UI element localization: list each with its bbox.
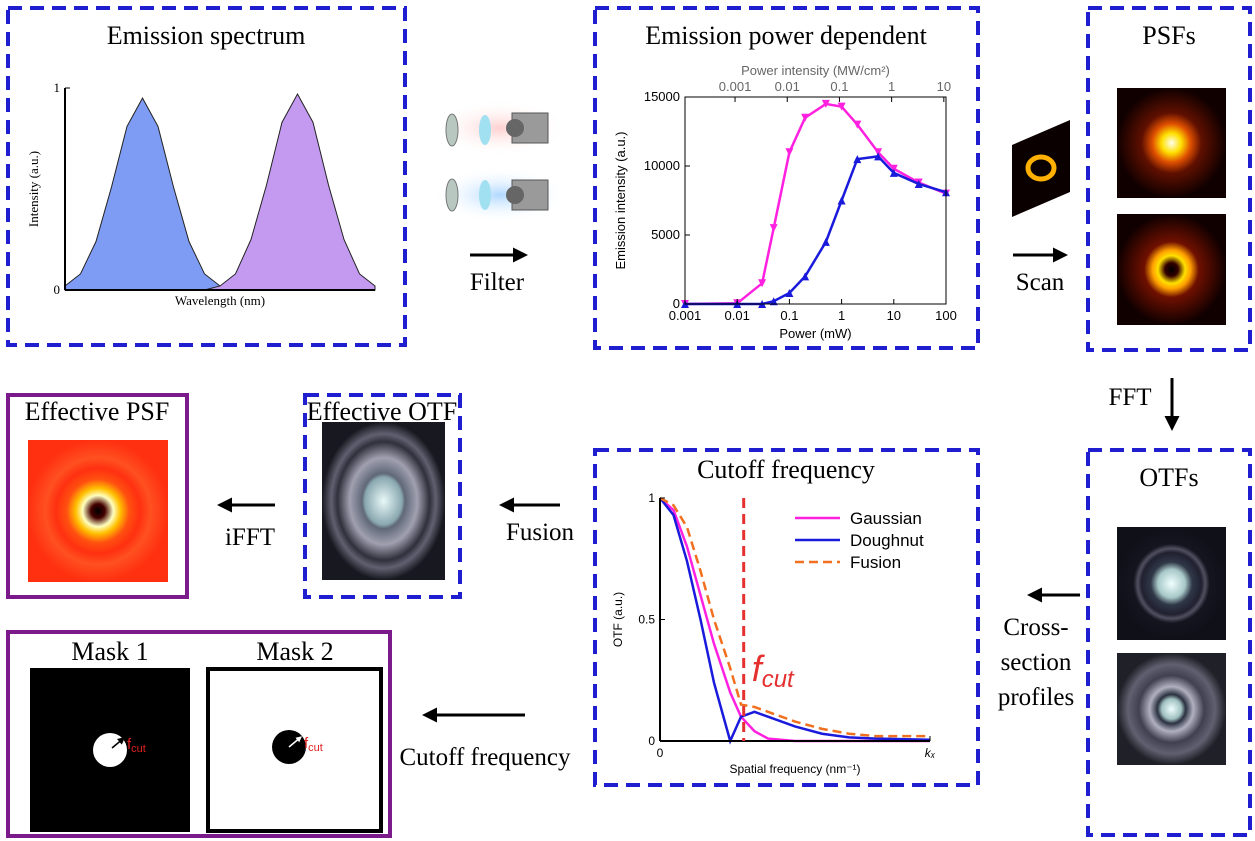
otf-doughnut	[1117, 653, 1226, 765]
subscript: cut	[308, 742, 323, 754]
panel-title: PSFs	[1142, 21, 1196, 50]
otfs-frame	[1088, 450, 1250, 835]
power-frame	[595, 8, 978, 348]
chart: 0 0.5 1 0 kₓ Spatial frequency (nm⁻¹) OTF (a.u…	[611, 491, 936, 776]
figure: Emission spectrum Emission power depende…	[0, 0, 1255, 841]
filter-icon	[432, 100, 568, 223]
plot-frame	[685, 97, 946, 304]
x-tick-label: 0	[657, 746, 664, 760]
y-tick-label: 1	[54, 80, 61, 95]
chart: 0 1 Wavelength (nm) Intensity (a.u.)	[26, 80, 375, 308]
panel-title: Cutoff frequency	[697, 455, 875, 484]
panel-title: Emission power dependent	[645, 21, 927, 50]
x2-tick-label: 0.001	[719, 79, 752, 94]
panel-title: Mask 1	[71, 637, 148, 666]
step-label: Filter	[470, 269, 525, 296]
y-tick-label: 0	[54, 282, 61, 297]
scan-plane	[1012, 120, 1070, 217]
panel-title: OTFs	[1139, 463, 1198, 492]
panel-title: Emission spectrum	[107, 21, 306, 50]
step-label: Fusion	[506, 519, 575, 546]
otf-gaussian	[1117, 527, 1226, 640]
y-tick-label: 0.5	[638, 613, 655, 627]
step-label: Scan	[1016, 269, 1065, 296]
x2-tick-label: 0.01	[775, 79, 800, 94]
psf-gaussian	[1117, 88, 1226, 198]
x-tick-label: 1	[838, 308, 845, 323]
x-tick-label: 0.001	[669, 308, 702, 323]
line	[685, 156, 946, 304]
x-tick-label: 0.1	[780, 308, 798, 323]
panel-title: Effective PSF	[25, 397, 170, 426]
y-tick-label: 5000	[651, 227, 680, 242]
panel-title: Mask 2	[256, 637, 333, 666]
titles: Emission spectrum Emission power depende…	[25, 21, 1199, 666]
marker	[822, 238, 830, 246]
x-tick-label: kₓ	[925, 746, 936, 760]
x-axis-label: Power (mW)	[779, 326, 851, 341]
step-label: FFT	[1108, 384, 1151, 411]
y-axis-label: Emission intensity (a.u.)	[613, 132, 628, 270]
marker	[770, 224, 778, 232]
x2-tick-label: 10	[937, 79, 951, 94]
x-tick-label: 100	[935, 308, 957, 323]
x2-axis-label: Power intensity (MW/cm²)	[741, 63, 890, 78]
psf-doughnut	[1117, 214, 1226, 325]
y-tick-label: 15000	[644, 89, 680, 104]
legend-label: Gaussian	[850, 509, 922, 528]
y-axis-label: OTF (a.u.)	[611, 592, 625, 647]
mask1-circle	[93, 733, 127, 767]
y-tick-label: 1	[648, 491, 655, 505]
subscript: cut	[131, 743, 146, 755]
x2-tick-label: 1	[888, 79, 895, 94]
step-label: Cross-	[1003, 614, 1068, 641]
panel-title: Effective OTF	[307, 397, 457, 426]
step-label: iFFT	[225, 524, 275, 551]
step-label: Cutoff frequency	[399, 744, 571, 771]
y-axis-label: Intensity (a.u.)	[26, 151, 41, 227]
x-tick-label: 10	[887, 308, 901, 323]
step-label: section	[1001, 649, 1072, 676]
marker	[838, 197, 846, 205]
effective-otf-image	[322, 422, 445, 580]
marker	[801, 114, 809, 122]
y-tick-label: 10000	[644, 158, 680, 173]
legend-label: Doughnut	[850, 531, 924, 550]
step-label: profiles	[998, 684, 1074, 711]
x2-tick-label: 0.1	[830, 79, 848, 94]
x-axis-label: Wavelength (nm)	[175, 293, 265, 308]
legend-label: Fusion	[850, 553, 901, 572]
subscript: cut	[762, 666, 795, 693]
cutoff-annotation: fcut	[752, 648, 795, 693]
effective-psf-image	[28, 440, 168, 582]
marker	[785, 148, 793, 156]
x-tick-label: 0.01	[725, 308, 750, 323]
line	[685, 104, 946, 304]
y-tick-label: 0	[648, 734, 655, 748]
x-axis-label: Spatial frequency (nm⁻¹)	[729, 762, 860, 776]
